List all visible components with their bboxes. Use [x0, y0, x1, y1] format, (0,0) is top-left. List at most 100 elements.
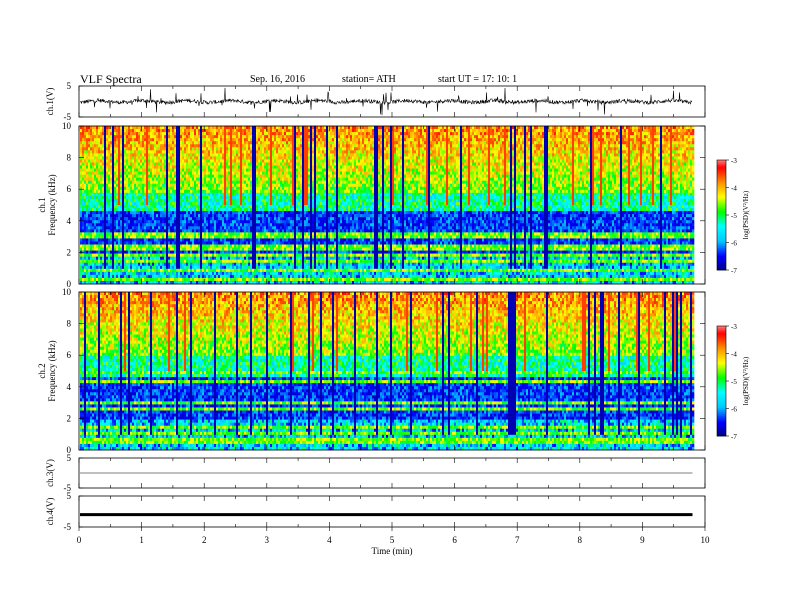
colorbar-segment — [717, 364, 726, 367]
colorbar-segment — [717, 344, 726, 347]
colorbar-segment — [717, 235, 726, 238]
ch1-waveform-trace — [80, 87, 693, 116]
colorbar-segment — [717, 408, 726, 411]
y-tick-label: 5 — [67, 81, 72, 91]
colorbar-segment — [717, 327, 726, 331]
colorbar-segment — [717, 419, 726, 422]
colorbar-segment — [717, 386, 726, 389]
colorbar-segment — [717, 227, 726, 231]
colorbar-segment — [717, 249, 726, 253]
colorbar-segment — [717, 165, 726, 168]
colorbar-segment — [717, 342, 726, 345]
date-label: Sep. 16, 2016 — [250, 74, 305, 85]
colorbar-segment — [717, 421, 726, 424]
colorbar-segment — [717, 189, 726, 192]
colorbar-segment — [717, 204, 726, 207]
colorbar-segment — [717, 379, 726, 382]
colorbar-segment — [717, 360, 726, 364]
colorbar-segment — [717, 207, 726, 210]
colorbar-segment — [717, 248, 726, 251]
y-tick-label: 2 — [67, 413, 72, 423]
y-axis-label: Frequency (kHz) — [47, 174, 57, 235]
colorbar-segment — [717, 414, 726, 417]
colorbar-segment — [717, 220, 726, 223]
colorbar-segment — [717, 390, 726, 393]
colorbar-segment — [717, 403, 726, 406]
colorbar-tick-label: -6 — [731, 240, 737, 248]
colorbar-segment — [717, 169, 726, 172]
colorbar-segment — [717, 240, 726, 243]
y-tick-label: 0 — [67, 445, 72, 455]
colorbar-tick-label: -3 — [731, 157, 737, 165]
colorbar-segment — [717, 406, 726, 409]
colorbar-tick-label: -4 — [731, 185, 737, 193]
colorbar-segment — [717, 178, 726, 181]
colorbar-tick-label: -7 — [731, 267, 737, 275]
y-axis-label: ch.3(V) — [45, 459, 55, 487]
colorbar-segment — [717, 399, 726, 402]
colorbar-tick-label: -6 — [731, 406, 737, 414]
colorbar-segment — [717, 226, 726, 229]
spectrogram-ch2 — [80, 292, 695, 451]
y-tick-label: 2 — [67, 247, 72, 257]
colorbar-segment — [717, 430, 726, 433]
colorbar-segment — [717, 359, 726, 362]
colorbar-tick-label: -4 — [731, 351, 737, 359]
colorbar-segment — [717, 434, 726, 437]
colorbar-segment — [717, 172, 726, 176]
colorbar-segment — [717, 423, 726, 426]
colorbar-segment — [717, 198, 726, 201]
colorbar-segment — [717, 196, 726, 199]
colorbar-segment — [717, 373, 726, 376]
colorbar-segment — [717, 259, 726, 262]
y-tick-label: 10 — [62, 287, 72, 297]
colorbar-segment — [717, 251, 726, 254]
colorbar-segment — [717, 404, 726, 408]
chart-title: VLF Spectra — [80, 72, 142, 87]
colorbar-label: log(PSD)(V²/Hz) — [742, 190, 750, 239]
colorbar-segment — [717, 351, 726, 354]
x-axis-label: Time (min) — [372, 546, 413, 556]
start-time-label: start UT = 17: 10: 1 — [438, 74, 517, 85]
colorbar-segment — [717, 353, 726, 356]
colorbar-tick-label: -7 — [731, 433, 737, 441]
colorbar-segment — [717, 185, 726, 188]
colorbar-segment — [717, 333, 726, 336]
colorbar-segment — [717, 160, 726, 163]
colorbar-segment — [717, 377, 726, 380]
y-tick-label: 4 — [67, 382, 72, 392]
y-tick-label: 5 — [67, 491, 72, 501]
colorbar-segment — [717, 338, 726, 342]
x-tick-label: 7 — [515, 535, 520, 545]
x-tick-label: 5 — [390, 535, 395, 545]
colorbar-tick-label: -5 — [731, 378, 737, 386]
x-tick-label: 8 — [578, 535, 583, 545]
colorbar-segment — [717, 255, 726, 258]
colorbar-segment — [717, 209, 726, 212]
colorbar-segment — [717, 381, 726, 384]
x-tick-label: 1 — [139, 535, 144, 545]
y-tick-label: -5 — [64, 112, 72, 122]
colorbar-segment — [717, 211, 726, 214]
colorbar-segment — [717, 366, 726, 369]
y-tick-label: 6 — [67, 350, 72, 360]
colorbar-segment — [717, 393, 726, 397]
colorbar-segment — [717, 231, 726, 234]
colorbar-segment — [717, 202, 726, 205]
colorbar-segment — [717, 412, 726, 415]
colorbar-segment — [717, 171, 726, 174]
colorbar-segment — [717, 182, 726, 185]
colorbar-segment — [717, 326, 726, 329]
colorbar-segment — [717, 395, 726, 398]
colorbar-segment — [717, 432, 726, 435]
colorbar-segment — [717, 331, 726, 334]
colorbar-segment — [717, 335, 726, 338]
colorbar-segment — [717, 268, 726, 271]
colorbar-segment — [717, 425, 726, 428]
station-label: station= ATH — [342, 74, 396, 85]
colorbar-segment — [717, 167, 726, 170]
y-axis-label: ch.1(V) — [45, 88, 55, 116]
colorbar-segment — [717, 216, 726, 220]
colorbar-segment — [717, 266, 726, 269]
colorbar-label: log(PSD)(V²/Hz) — [742, 356, 750, 405]
